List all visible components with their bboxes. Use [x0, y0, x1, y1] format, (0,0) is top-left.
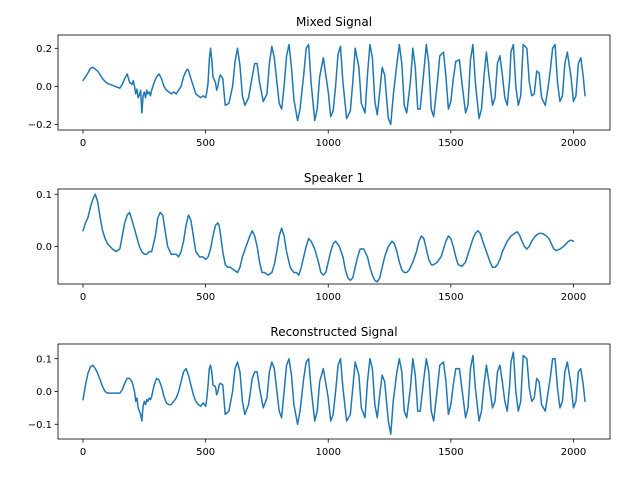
y-tick-label: 0.1: [36, 190, 52, 201]
x-tick-label: 2000: [561, 447, 586, 458]
x-tick-label: 0: [80, 292, 86, 303]
series-line: [82, 193, 575, 283]
series-line: [82, 43, 586, 126]
x-tick-label: 1000: [316, 292, 341, 303]
axes-frame: [57, 188, 611, 285]
chart-title: Speaker 1: [304, 171, 364, 185]
x-tick-label: 0: [80, 447, 86, 458]
y-tick-label: 0.0: [36, 242, 52, 253]
axes-frame: [57, 343, 611, 440]
y-tick-label: −0.2: [28, 120, 52, 131]
axes-frame: [57, 34, 611, 131]
x-tick-label: 500: [196, 447, 215, 458]
y-tick-label: 0.0: [36, 82, 52, 93]
x-tick-label: 1500: [438, 292, 463, 303]
x-tick-label: 1500: [438, 138, 463, 149]
x-tick-label: 1000: [316, 138, 341, 149]
series-line: [82, 351, 586, 435]
y-tick-label: −0.1: [28, 420, 52, 431]
subplot-mixed-signal: Mixed Signal 0 500 1000 1500 2000 −0.2 0.0 0.2: [28, 15, 611, 149]
chart-title: Mixed Signal: [296, 15, 372, 29]
plot-area: [82, 351, 586, 435]
x-tick-label: 1000: [316, 447, 341, 458]
plot-area: [82, 43, 586, 126]
x-tick-label: 500: [196, 292, 215, 303]
y-tick-label: 0.0: [36, 387, 52, 398]
subplot-speaker-1: Speaker 1 0 500 1000 1500 2000 0.0 0.1: [36, 171, 611, 303]
x-tick-label: 0: [80, 138, 86, 149]
plot-area: [82, 193, 575, 283]
y-tick-label: 0.1: [36, 354, 52, 365]
x-tick-label: 2000: [561, 138, 586, 149]
x-tick-label: 500: [196, 138, 215, 149]
chart-title: Reconstructed Signal: [270, 325, 397, 339]
x-tick-label: 2000: [561, 292, 586, 303]
subplot-reconstructed-signal: Reconstructed Signal 0 500 1000 1500 2000 −0.…: [28, 325, 611, 458]
x-tick-label: 1500: [438, 447, 463, 458]
y-tick-label: 0.2: [36, 44, 52, 55]
